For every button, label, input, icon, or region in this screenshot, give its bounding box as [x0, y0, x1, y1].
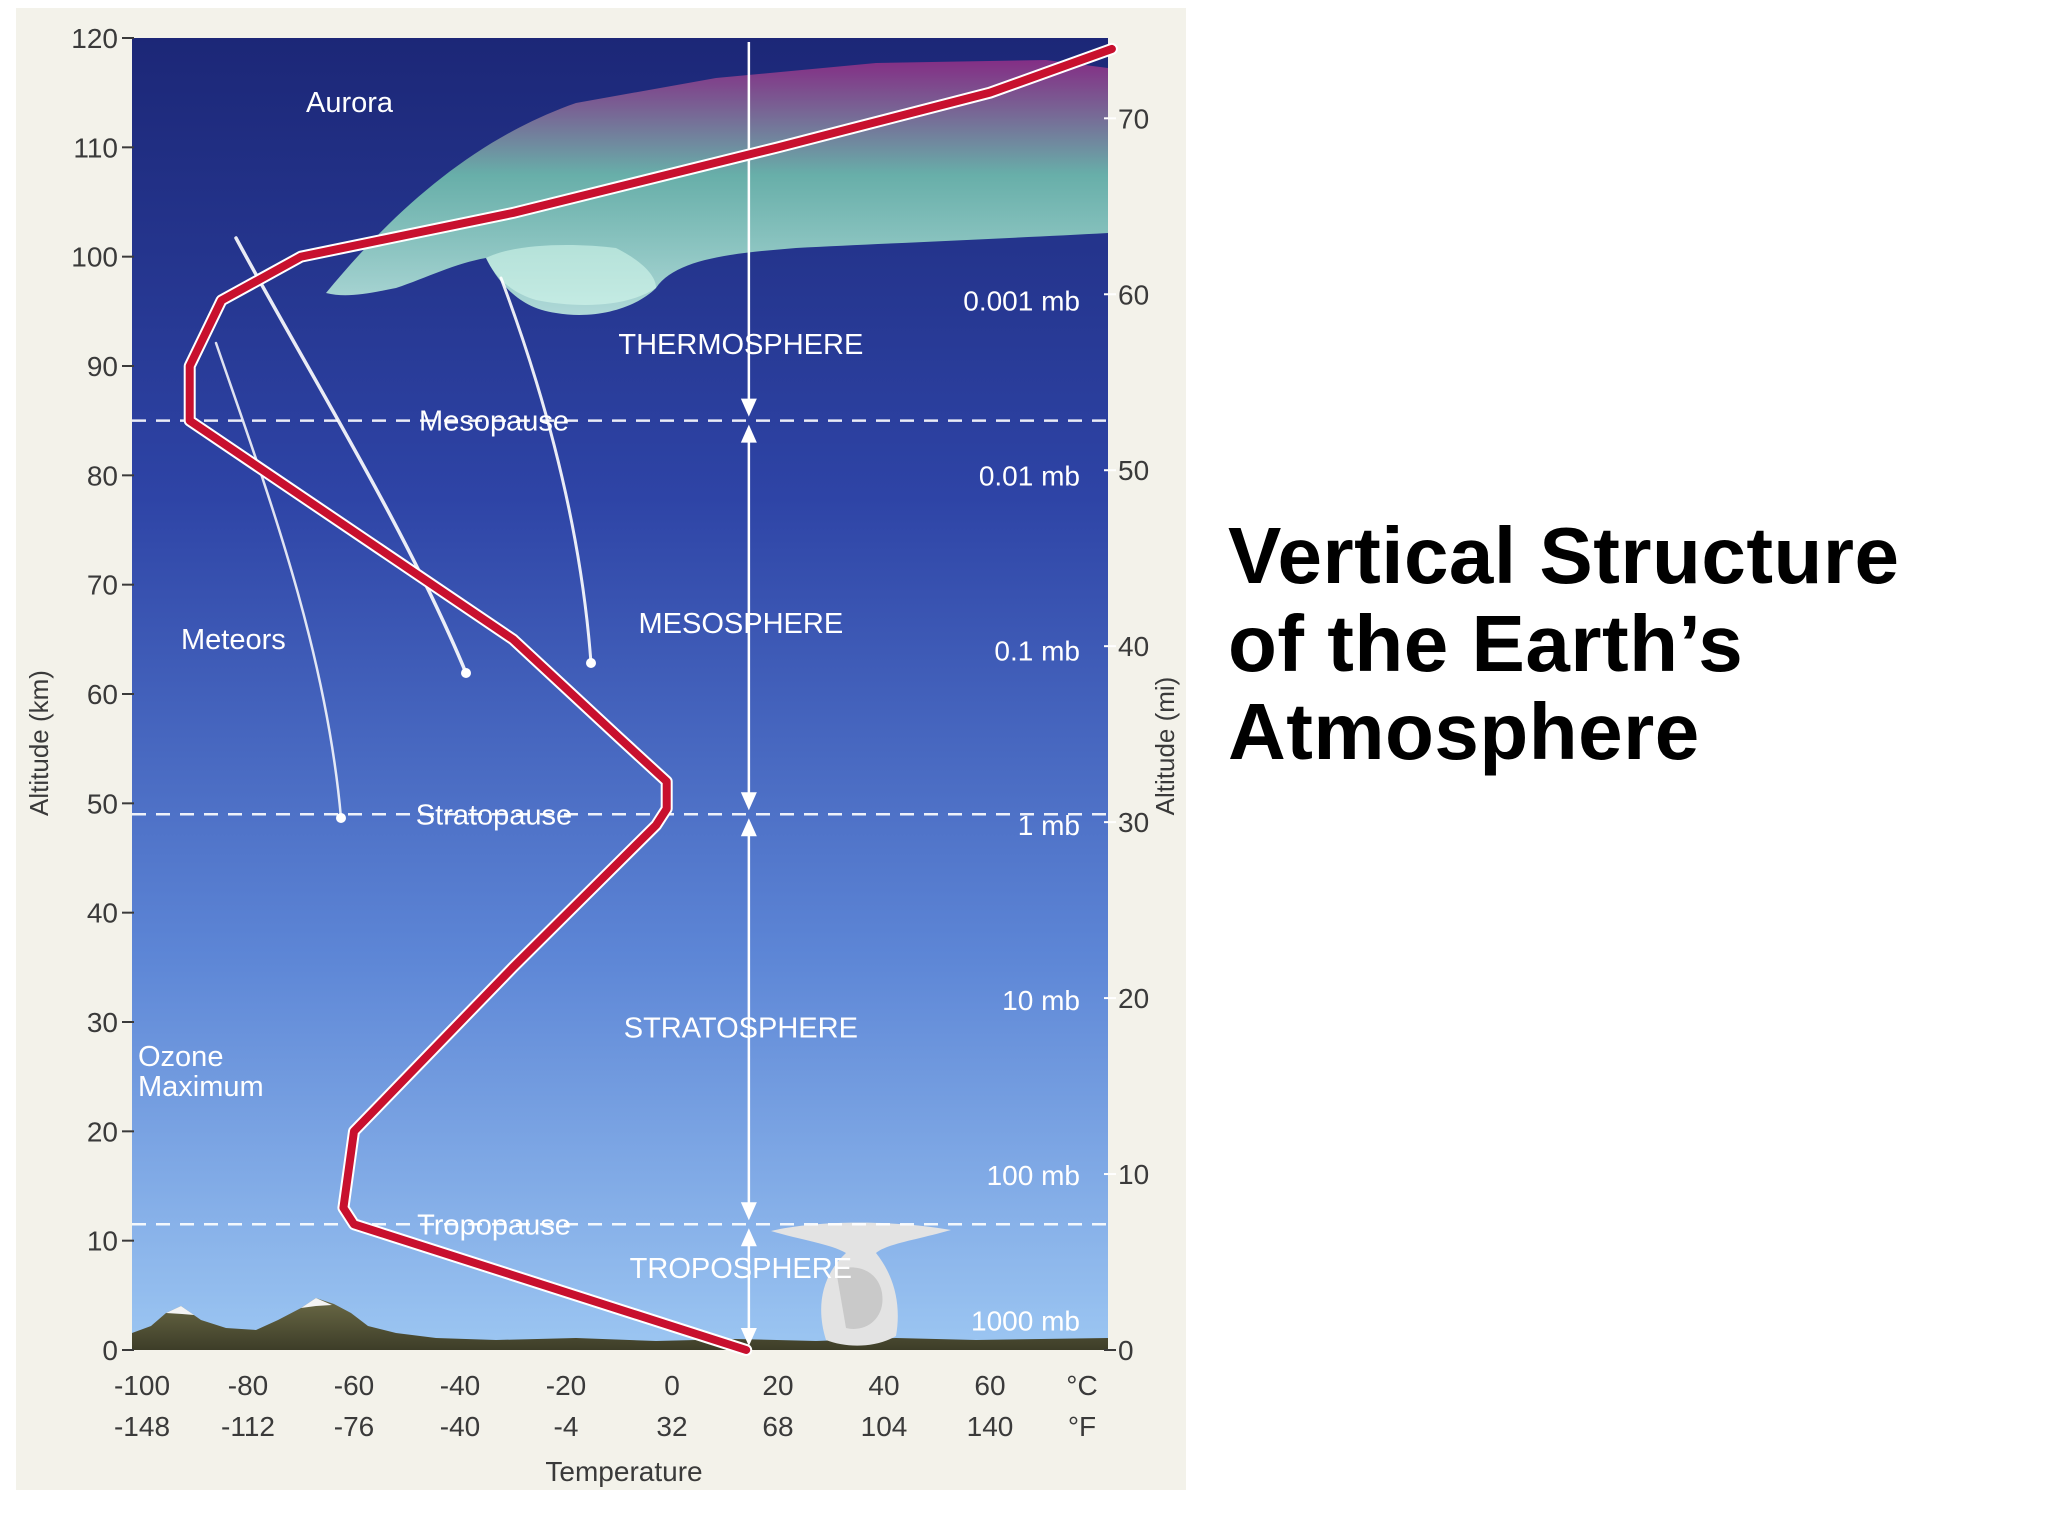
- temperature-profile-line: [185, 44, 1116, 1354]
- celsius-tick-label: -60: [334, 1370, 374, 1401]
- celsius-tick-label: 60: [974, 1370, 1005, 1401]
- celsius-tick-label: -40: [440, 1370, 480, 1401]
- aurora-label: Aurora: [306, 87, 394, 119]
- fahrenheit-tick-label: 68: [762, 1411, 793, 1442]
- right-axis-tick-label: 20: [1118, 983, 1149, 1014]
- fahrenheit-unit-label: °F: [1068, 1411, 1096, 1442]
- right-axis-tick-label: 30: [1118, 807, 1149, 838]
- celsius-unit-label: °C: [1066, 1370, 1097, 1401]
- left-axis-tick-label: 120: [71, 23, 118, 54]
- thunderstorm-cloud: [771, 1222, 951, 1346]
- right-axis-tick-label: 50: [1118, 455, 1149, 486]
- left-axis-tick-label: 40: [87, 898, 118, 929]
- pressure-label: 0.01 mb: [979, 460, 1080, 491]
- aurora-illustration: [326, 60, 1108, 316]
- pressure-label: 0.1 mb: [994, 635, 1080, 666]
- pressure-label: 100 mb: [987, 1160, 1080, 1191]
- celsius-tick-label: 40: [868, 1370, 899, 1401]
- mountain-ground: [132, 1298, 1108, 1350]
- left-axis-tick-label: 30: [87, 1007, 118, 1038]
- left-axis-tick-label: 0: [102, 1335, 118, 1366]
- ozone-label-line1: Ozone: [138, 1041, 223, 1073]
- atmosphere-diagram: Tropopause Stratopause Mesopause 0 10 20 30 40…: [24, 23, 1180, 1487]
- ozone-label-line2: Maximum: [138, 1071, 264, 1103]
- right-axis-tick-label: 70: [1118, 103, 1149, 134]
- celsius-tick-label: -20: [546, 1370, 586, 1401]
- fahrenheit-tick-label: -112: [221, 1411, 275, 1442]
- boundary-label-mesopause: Mesopause: [419, 406, 569, 438]
- slide-title: Vertical Structure of the Earth’s Atmosp…: [1228, 512, 2028, 776]
- left-axis-tick-label: 50: [87, 788, 118, 819]
- layer-name-troposphere: TROPOSPHERE: [630, 1253, 852, 1285]
- fahrenheit-tick-label: 140: [967, 1411, 1014, 1442]
- left-axis-tick-label: 70: [87, 570, 118, 601]
- left-axis-tick-label: 60: [87, 679, 118, 710]
- layer-arrow-head-up: [740, 424, 757, 443]
- fahrenheit-tick-label: -40: [440, 1411, 480, 1442]
- right-axis-title: Altitude (mi): [1150, 677, 1180, 816]
- diagram-panel: Tropopause Stratopause Mesopause 0 10 20 30 40…: [16, 8, 1186, 1490]
- right-axis-tick-label: 0: [1118, 1335, 1134, 1366]
- celsius-tick-label: -80: [228, 1370, 268, 1401]
- fahrenheit-tick-label: 104: [861, 1411, 908, 1442]
- layer-arrow-head-down: [740, 1202, 757, 1221]
- left-axis-tick-label: 80: [87, 460, 118, 491]
- left-axis-tick-label: 90: [87, 351, 118, 382]
- layer-arrow-head-down: [740, 1328, 757, 1346]
- slide-title-line-3: Atmosphere: [1228, 687, 1700, 776]
- left-axis-tick-label: 10: [87, 1226, 118, 1257]
- left-axis-tick-label: 20: [87, 1116, 118, 1147]
- layer-arrow-head-down: [740, 398, 757, 417]
- layer-name-mesosphere: MESOSPHERE: [639, 608, 844, 640]
- left-axis-tick-label: 100: [71, 242, 118, 273]
- slide-title-line-1: Vertical Structure: [1228, 511, 1900, 600]
- layer-arrow-head-up: [740, 1228, 757, 1247]
- right-axis-tick-label: 60: [1118, 279, 1149, 310]
- right-axis-tick-label: 10: [1118, 1159, 1149, 1190]
- fahrenheit-tick-label: -4: [554, 1411, 579, 1442]
- celsius-tick-label: 0: [664, 1370, 680, 1401]
- pressure-label: 10 mb: [1002, 985, 1080, 1016]
- layer-name-stratosphere: STRATOSPHERE: [624, 1012, 858, 1044]
- fahrenheit-tick-label: 32: [656, 1411, 687, 1442]
- celsius-tick-label: -100: [114, 1370, 170, 1401]
- boundary-label-stratopause: Stratopause: [416, 799, 572, 831]
- boundary-label-tropopause: Tropopause: [417, 1209, 571, 1241]
- slide-title-line-2: of the Earth’s: [1228, 599, 1744, 688]
- meteor-trails: [214, 236, 593, 820]
- celsius-tick-label: 20: [762, 1370, 793, 1401]
- meteors-label: Meteors: [181, 624, 286, 656]
- layer-name-thermosphere: THERMOSPHERE: [618, 329, 863, 361]
- pressure-label: 0.001 mb: [963, 285, 1080, 316]
- right-axis-tick-label: 40: [1118, 631, 1149, 662]
- meteor-heads: [336, 658, 596, 823]
- left-axis-tick-label: 110: [73, 132, 118, 163]
- left-axis-title: Altitude (km): [24, 670, 54, 816]
- fahrenheit-tick-label: -148: [114, 1411, 170, 1442]
- layer-arrow-head-up: [740, 818, 757, 837]
- fahrenheit-tick-label: -76: [334, 1411, 374, 1442]
- pressure-label: 1000 mb: [971, 1305, 1080, 1336]
- layer-arrow-head-down: [740, 792, 757, 811]
- pressure-label: 1 mb: [1018, 810, 1080, 841]
- temperature-axis-title: Temperature: [545, 1456, 702, 1487]
